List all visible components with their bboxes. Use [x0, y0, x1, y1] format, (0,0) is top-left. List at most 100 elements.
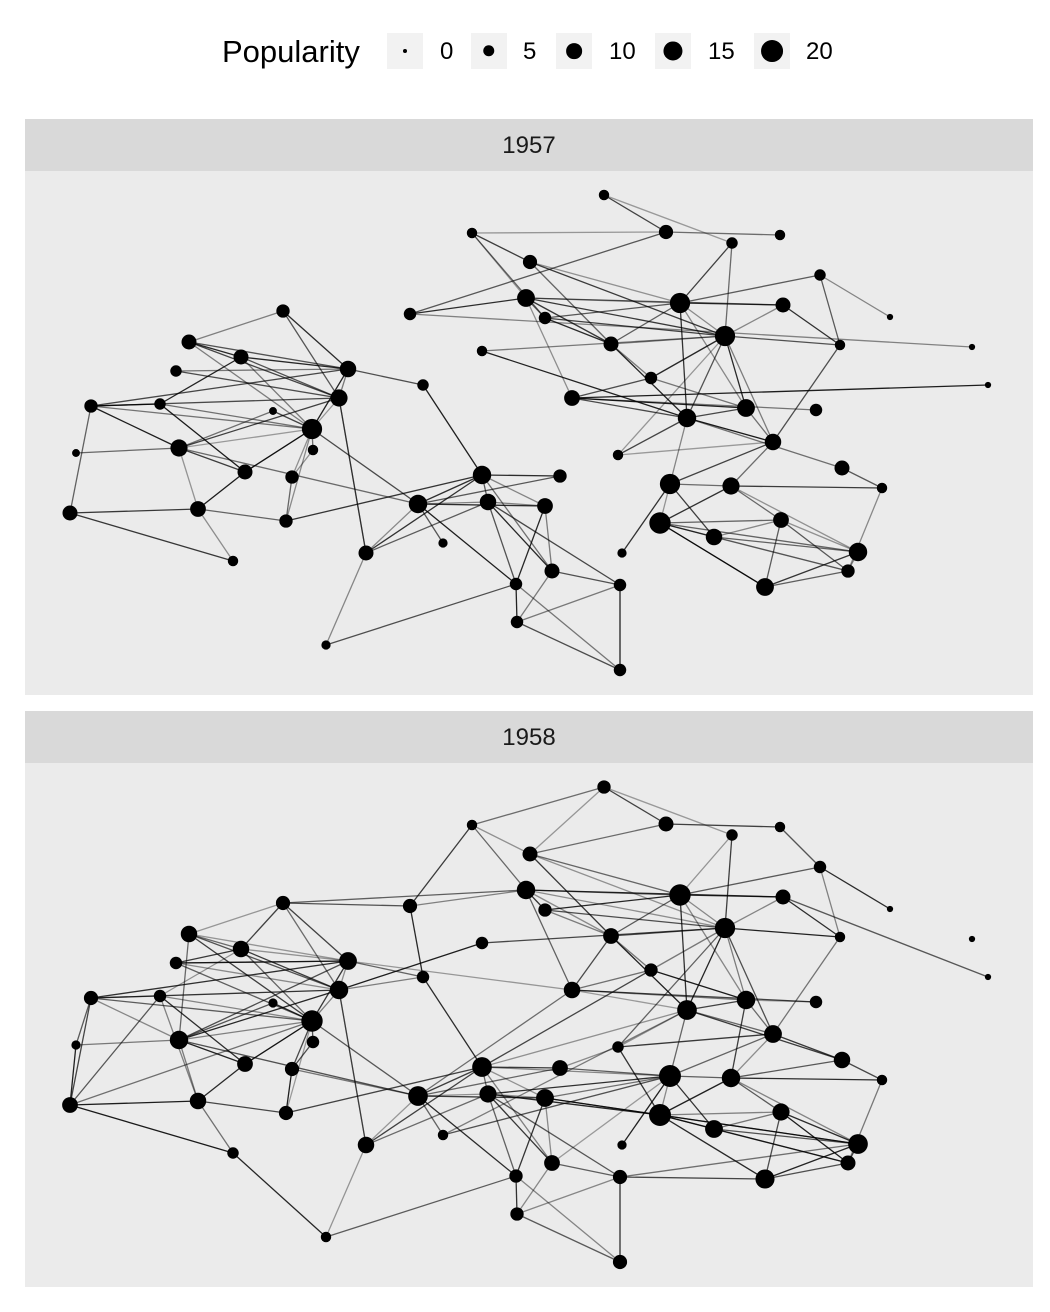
edge — [780, 1111, 859, 1145]
edge — [516, 1162, 553, 1215]
node — [756, 578, 774, 596]
edge — [325, 1144, 367, 1238]
edge — [365, 503, 419, 554]
node — [669, 292, 691, 314]
node — [764, 1025, 782, 1043]
node — [984, 381, 992, 389]
edge — [772, 936, 841, 1035]
panel-strip-label: 1958 — [25, 711, 1033, 763]
edge — [197, 1063, 246, 1102]
edge — [311, 428, 419, 505]
edge — [544, 302, 681, 319]
edge — [417, 989, 573, 1097]
edge — [617, 1009, 688, 1048]
edge — [764, 551, 859, 588]
node — [598, 189, 610, 201]
node — [553, 469, 567, 483]
node — [755, 1169, 775, 1189]
edge — [487, 1093, 546, 1099]
edge — [282, 902, 340, 991]
edge — [603, 194, 733, 244]
edge — [409, 297, 527, 315]
edge — [603, 786, 733, 836]
edge — [69, 995, 161, 1106]
nodes — [62, 780, 992, 1270]
edge — [285, 474, 483, 522]
node — [563, 981, 581, 999]
edge — [442, 1075, 671, 1136]
node — [285, 470, 299, 484]
edge — [764, 519, 782, 588]
node — [466, 227, 478, 239]
edge — [679, 834, 733, 896]
node — [479, 493, 497, 511]
edge — [764, 1143, 859, 1180]
edge — [409, 905, 424, 978]
edge — [188, 310, 284, 343]
edge — [679, 894, 688, 1011]
edge — [159, 995, 313, 1022]
edge — [679, 866, 821, 896]
edge — [516, 1176, 621, 1215]
node — [705, 528, 723, 546]
legend: Popularity 0 5 10 15 20 — [0, 0, 1050, 100]
edge — [197, 1100, 287, 1114]
edge — [679, 302, 747, 409]
edge — [617, 927, 726, 1048]
edge — [669, 441, 774, 485]
edge — [659, 522, 766, 588]
edge — [713, 1111, 782, 1130]
edge — [529, 823, 667, 855]
edge — [724, 335, 747, 409]
node — [169, 1030, 189, 1050]
edge — [515, 583, 621, 671]
node — [301, 418, 323, 440]
edge — [679, 274, 821, 304]
edge — [686, 999, 747, 1011]
edge — [178, 410, 274, 449]
edge — [338, 397, 367, 554]
edge — [188, 341, 349, 370]
node — [509, 1169, 523, 1183]
node — [658, 224, 674, 240]
node — [544, 1155, 560, 1171]
edge — [90, 397, 340, 407]
legend-dot — [483, 45, 495, 57]
edge — [417, 475, 561, 505]
edge — [516, 621, 621, 671]
edge — [529, 261, 612, 345]
edge — [782, 304, 841, 346]
edge — [159, 403, 313, 430]
node — [170, 439, 188, 457]
edge — [487, 1093, 517, 1177]
edge — [610, 302, 681, 345]
edge — [197, 471, 246, 510]
node — [233, 349, 249, 365]
legend-title: Popularity — [222, 34, 360, 69]
node — [669, 884, 691, 906]
node — [72, 449, 80, 457]
edge — [282, 889, 527, 904]
node — [612, 1041, 624, 1053]
edge — [471, 824, 527, 891]
node — [181, 334, 197, 350]
node — [764, 433, 782, 451]
node — [408, 1086, 428, 1106]
node — [438, 538, 448, 548]
node — [466, 819, 478, 831]
edge — [544, 505, 553, 572]
node — [358, 545, 374, 561]
node — [658, 816, 674, 832]
node — [809, 995, 823, 1009]
node — [737, 399, 755, 417]
edge — [659, 485, 732, 524]
edge — [679, 302, 688, 419]
node — [876, 482, 888, 494]
edge — [730, 1077, 859, 1145]
panel-1957: 1957 — [25, 119, 1033, 695]
edge — [525, 889, 726, 929]
edge — [571, 989, 817, 1003]
edge — [338, 942, 483, 991]
edge — [481, 474, 546, 507]
edge — [525, 297, 573, 399]
